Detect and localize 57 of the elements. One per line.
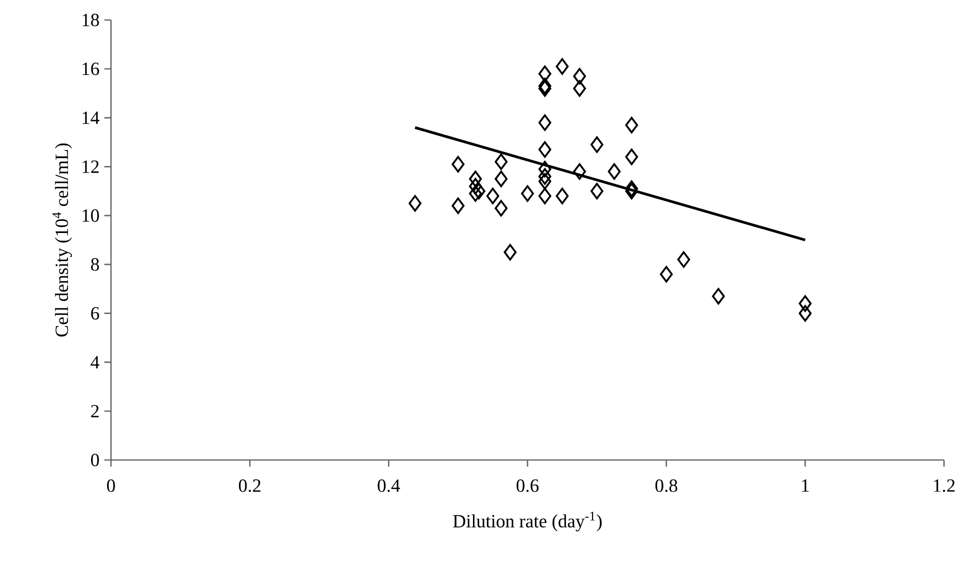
point <box>538 188 552 204</box>
point <box>538 168 552 185</box>
point <box>494 154 508 170</box>
y-tick-label: 6 <box>91 307 100 320</box>
point <box>590 136 604 153</box>
point <box>538 80 552 97</box>
point <box>452 198 465 214</box>
point <box>573 80 586 97</box>
point <box>625 116 638 134</box>
point <box>573 163 586 180</box>
y-tick-label: 18 <box>82 14 99 26</box>
point <box>556 188 569 204</box>
y-tick-label: 2 <box>91 404 99 418</box>
y-tick-label: 4 <box>90 356 100 368</box>
point <box>494 170 508 188</box>
point <box>469 185 482 202</box>
x-tick-label: 1.2 <box>934 479 955 492</box>
y-tick-label: 0 <box>91 454 99 466</box>
point <box>504 244 517 260</box>
point <box>472 182 486 200</box>
point <box>521 185 534 202</box>
point <box>538 160 552 178</box>
x-tick-label: 0.2 <box>238 479 260 492</box>
x-axis-title: Dilution rate (day$^{-1}$) <box>453 512 602 532</box>
point <box>538 114 552 131</box>
y-tick-label: 12 <box>82 160 99 173</box>
point <box>469 178 482 194</box>
point <box>538 173 552 190</box>
y-tick-label: 8 <box>91 258 99 271</box>
y-tick-label: 16 <box>82 62 100 76</box>
point <box>486 188 500 204</box>
x-tick-label: 0.8 <box>655 479 678 492</box>
point <box>625 180 638 197</box>
x-tick-label: 0.4 <box>378 479 400 492</box>
x-tick-label: 1 <box>802 479 809 492</box>
point <box>712 288 725 304</box>
point <box>408 195 422 212</box>
y-tick-label: 10 <box>82 209 99 222</box>
point <box>625 182 638 200</box>
point <box>556 58 569 75</box>
point <box>538 141 552 158</box>
point <box>798 305 812 322</box>
x-tick-label: 0 <box>107 479 115 492</box>
point <box>798 295 812 312</box>
y-tick-label: 14 <box>82 112 100 124</box>
point <box>469 170 482 188</box>
point <box>538 78 552 94</box>
y-axis-title: Cell density (10$^{4}$ cell/mL) <box>52 143 72 337</box>
point <box>452 156 465 172</box>
point <box>494 200 508 216</box>
point <box>677 251 690 268</box>
point <box>573 68 586 84</box>
point <box>590 182 604 200</box>
point <box>625 148 638 166</box>
x-tick-label: 0.6 <box>516 479 539 492</box>
point <box>660 266 673 282</box>
point <box>608 163 621 180</box>
